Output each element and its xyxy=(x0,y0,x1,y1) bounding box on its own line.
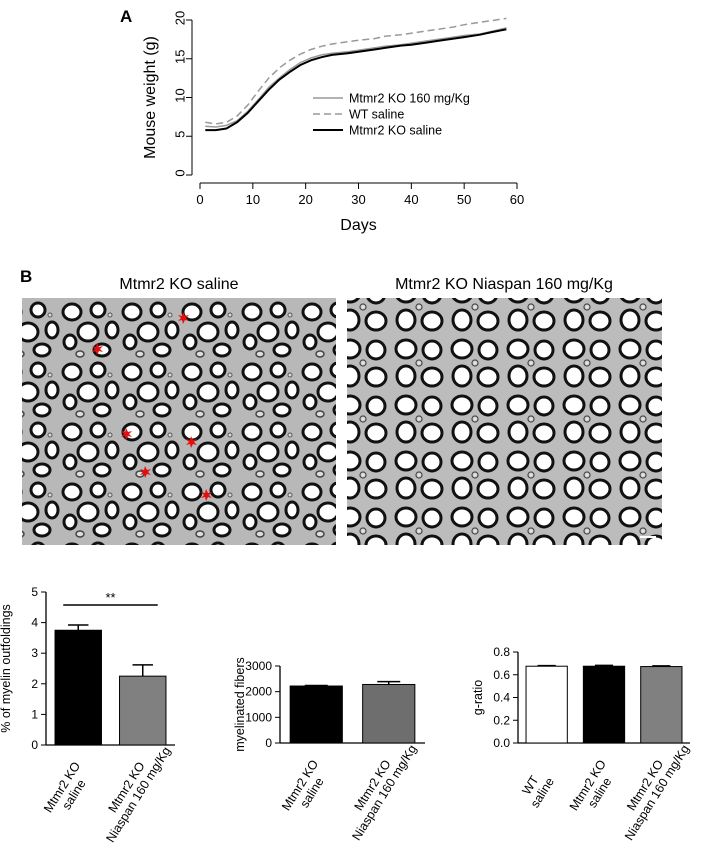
y-tick-label: 2 xyxy=(31,677,38,691)
panel-label: B xyxy=(20,267,32,286)
y-tick-label: 0 xyxy=(172,169,187,176)
x-axis-label: Days xyxy=(340,217,376,234)
y-axis-label: myelinated fibers xyxy=(233,657,247,752)
series-line xyxy=(205,27,507,128)
bar xyxy=(362,683,416,744)
error-bar xyxy=(594,664,614,667)
y-axis-label: g-ratio xyxy=(471,680,485,715)
y-tick-label: 0.8 xyxy=(493,645,510,659)
error-bar xyxy=(68,624,89,631)
y-tick-label: 20 xyxy=(172,11,187,25)
micrograph xyxy=(22,298,336,545)
y-tick-label: 0 xyxy=(265,736,272,750)
legend-label: Mtmr2 KO saline xyxy=(349,124,442,138)
x-tick-label: 40 xyxy=(404,192,418,207)
y-tick-label: 3000 xyxy=(245,659,272,673)
y-tick-label: 0.6 xyxy=(493,668,510,682)
x-tick-label: 0 xyxy=(196,192,203,207)
y-tick-label: 0.2 xyxy=(493,713,510,727)
bar xyxy=(289,685,343,744)
asterisk-markers xyxy=(92,312,212,501)
image-title: Mtmr2 KO saline xyxy=(119,276,238,293)
bar xyxy=(54,629,102,746)
y-axis-label: Mouse weight (g) xyxy=(142,36,159,159)
y-tick-label: 0.4 xyxy=(493,691,510,705)
bar xyxy=(582,665,626,744)
y-tick-label: 5 xyxy=(31,585,38,599)
bar xyxy=(640,666,683,744)
error-bar xyxy=(537,664,556,667)
y-tick-label: 5 xyxy=(172,131,187,138)
x-tick-label: 50 xyxy=(457,192,471,207)
x-tick-label: 20 xyxy=(298,192,312,207)
y-tick-label: 15 xyxy=(172,50,187,64)
y-tick-label: 2000 xyxy=(245,685,272,699)
error-bar xyxy=(132,664,153,677)
error-bar xyxy=(652,665,671,667)
image-title: Mtmr2 KO Niaspan 160 mg/Kg xyxy=(395,276,613,293)
y-tick-label: 10 xyxy=(172,88,187,102)
y-tick-label: 0 xyxy=(31,738,38,752)
significance-label: ** xyxy=(105,590,115,605)
series-line xyxy=(205,17,507,125)
bar xyxy=(525,665,568,744)
y-tick-label: 3 xyxy=(31,646,38,660)
error-bar xyxy=(304,684,328,687)
y-tick-label: 4 xyxy=(31,616,38,630)
y-axis-label: % of myelin outfoldings xyxy=(0,604,13,733)
y-tick-label: 0.0 xyxy=(493,736,510,750)
micrograph xyxy=(347,298,662,545)
y-tick-label: 1 xyxy=(31,707,38,721)
panel-label: A xyxy=(120,7,132,26)
legend-label: WT saline xyxy=(349,108,404,122)
legend-label: Mtmr2 KO 160 mg/Kg xyxy=(349,92,470,106)
error-bar xyxy=(377,680,401,685)
x-tick-label: 60 xyxy=(510,192,524,207)
x-tick-label: 10 xyxy=(246,192,260,207)
x-tick-label: 30 xyxy=(351,192,365,207)
y-tick-label: 1000 xyxy=(245,710,272,724)
series-line xyxy=(205,28,507,132)
scale-bar xyxy=(640,536,656,538)
bar xyxy=(119,675,167,746)
